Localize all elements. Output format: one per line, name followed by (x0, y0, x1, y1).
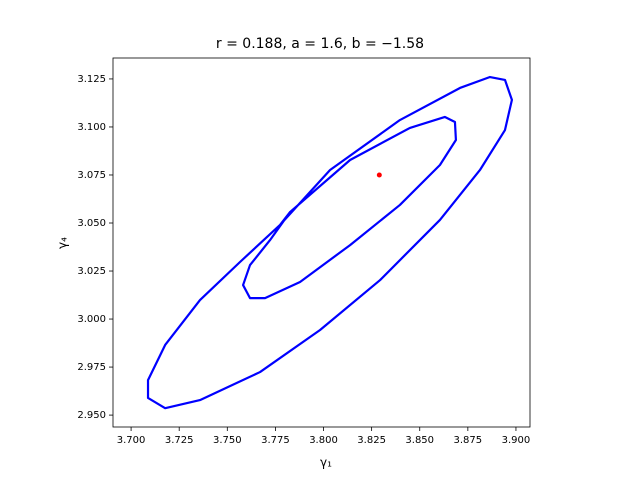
y-tick-label: 2.950 (77, 410, 106, 421)
x-axis-label: γ₁ (320, 456, 332, 470)
point (376, 172, 382, 178)
x-tick-label: 3.875 (454, 435, 483, 446)
plot-frame (112, 57, 531, 428)
y-tick-label: 3.075 (77, 170, 106, 181)
x-tick-label: 3.700 (117, 435, 146, 446)
x-tick-label: 3.900 (502, 435, 531, 446)
y-axis-label: γ₄ (56, 237, 70, 249)
y-tick-label: 3.000 (77, 314, 106, 325)
y-tick-label: 3.100 (77, 122, 106, 133)
y-tick-label: 3.050 (77, 218, 106, 229)
curve (146, 75, 514, 410)
chart-title: r = 0.188, a = 1.6, b = −1.58 (216, 36, 424, 52)
x-tick-label: 3.850 (405, 435, 434, 446)
y-tick-label: 2.975 (77, 362, 106, 373)
x-tick-label: 3.775 (261, 435, 290, 446)
y-tick-label: 3.125 (77, 74, 106, 85)
x-tick-label: 3.725 (165, 435, 194, 446)
x-tick-label: 3.800 (309, 435, 338, 446)
x-tick-label: 3.825 (357, 435, 386, 446)
y-tick-label: 3.025 (77, 266, 106, 277)
x-tick-label: 3.750 (213, 435, 242, 446)
